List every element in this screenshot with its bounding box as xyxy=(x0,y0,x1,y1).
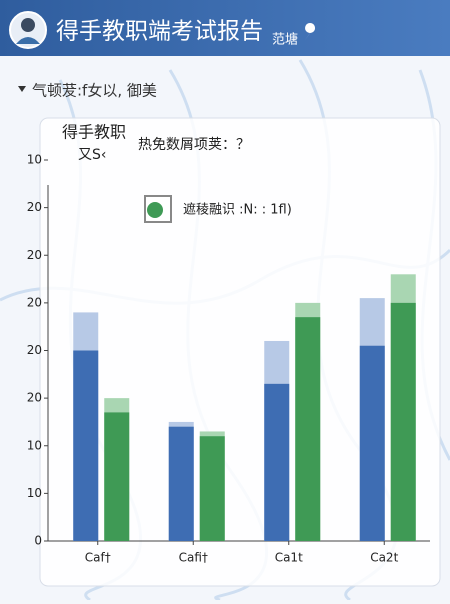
collapse-arrow[interactable] xyxy=(18,86,26,92)
bar xyxy=(168,426,194,541)
x-tick-label: Ca2t xyxy=(370,551,398,565)
y-tick-label: 0 xyxy=(34,534,42,548)
legend-swatch xyxy=(147,202,163,218)
y-tick-label: 20 xyxy=(27,248,42,262)
chart-title: 得手教职 xyxy=(62,123,126,142)
x-tick-label: Cafi† xyxy=(179,551,208,565)
bar xyxy=(264,383,290,541)
bar xyxy=(295,317,321,541)
header-title: 得手教职端考试报告 xyxy=(56,19,263,45)
y-tick-label: 10 xyxy=(27,153,42,167)
x-tick-label: Caf† xyxy=(85,551,111,565)
bar xyxy=(73,350,99,541)
plot: 0 10 10 20 20 20 20 20 10 Caf† Cafi† Ca1t Ca2t xyxy=(27,153,430,565)
y-tick-label: 20 xyxy=(27,391,42,405)
location-icon xyxy=(305,23,316,40)
y-tick-label: 10 xyxy=(27,486,42,500)
chart-note: 热免数屑项荚：？ xyxy=(138,136,250,153)
chart-card xyxy=(39,117,441,587)
bar xyxy=(104,412,130,541)
subheader[interactable]: 气顿茇:f女以, 御美 xyxy=(32,82,157,100)
bar xyxy=(359,345,385,541)
bar xyxy=(390,302,416,541)
y-tick-label: 20 xyxy=(27,343,42,357)
bar xyxy=(199,436,225,541)
legend-label: 遮稜融识 :N: : 1fl) xyxy=(183,202,292,218)
avatar-body xyxy=(16,37,40,44)
avatar-head xyxy=(21,18,35,32)
chart-subtitle: 又S‹ xyxy=(78,147,107,163)
header-bar xyxy=(0,0,450,56)
header-location[interactable]: 范塘 xyxy=(272,32,298,48)
y-tick-label: 20 xyxy=(27,200,42,214)
y-tick-label: 20 xyxy=(27,295,42,309)
y-tick-label: 10 xyxy=(27,438,42,452)
x-tick-label: Ca1t xyxy=(275,551,303,565)
